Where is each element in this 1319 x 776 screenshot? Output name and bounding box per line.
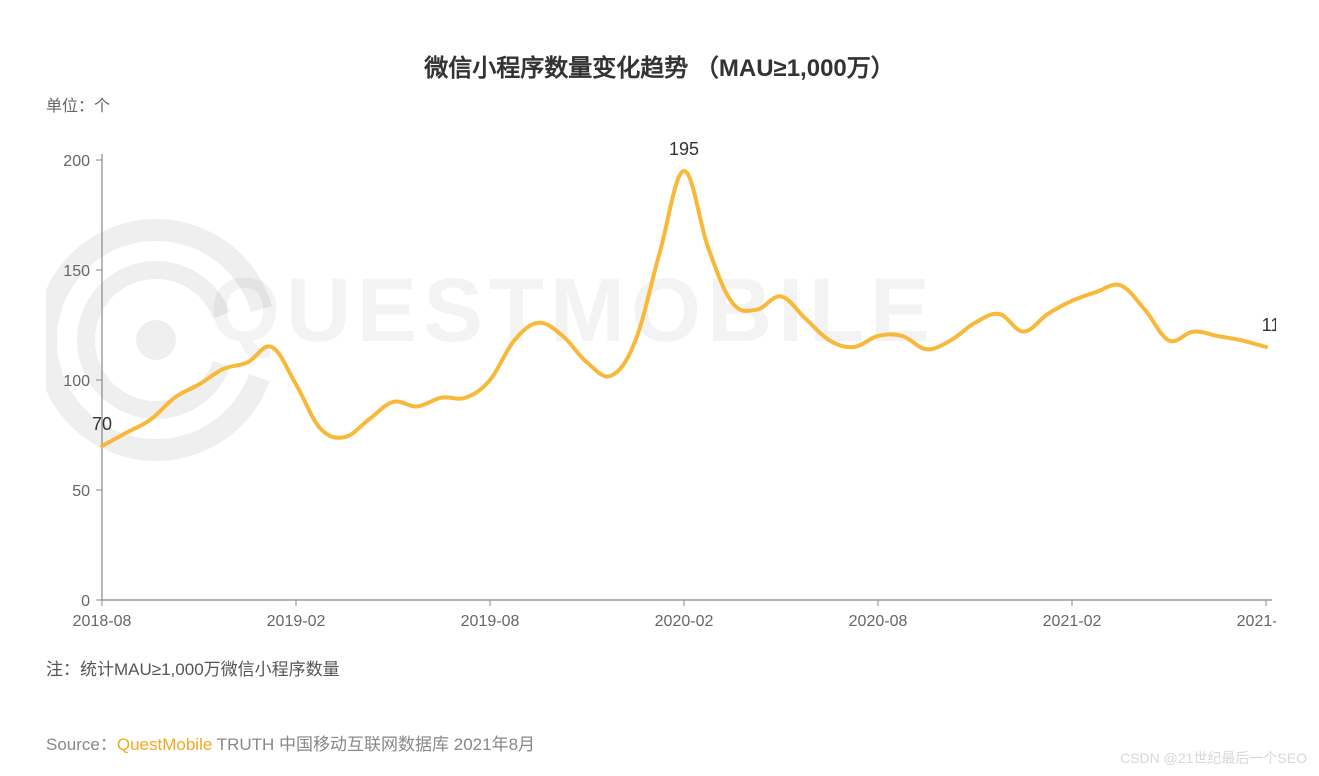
source-rest: TRUTH 中国移动互联网数据库 2021年8月 [212,735,535,754]
source-brand: QuestMobile [117,735,212,754]
chart-container: 0501001502002018-082019-022019-082020-02… [46,120,1276,620]
y-tick-label: 0 [81,593,90,610]
x-tick-label: 2021-08 [1237,613,1276,630]
x-tick-label: 2021-02 [1043,613,1102,630]
y-tick-label: 150 [63,263,90,280]
line-chart-svg: 0 50 100 150 200 2018-08 2019-02 2019-08 2020-02… [46,120,1276,640]
unit-label: 单位：个 [46,92,110,116]
y-tick-label: 100 [63,373,90,390]
point-label: 195 [669,139,699,159]
source-line: Source：QuestMobile TRUTH 中国移动互联网数据库 2021… [46,730,535,755]
point-label: 70 [92,414,112,434]
x-tick-label: 2019-02 [267,613,326,630]
chart-title: 微信小程序数量变化趋势 （MAU≥1,000万） [0,0,1319,83]
point-label: 115 [1262,315,1276,335]
y-tick-label: 200 [63,153,90,170]
data-line [102,171,1266,446]
csdn-watermark: CSDN @21世纪最后一个SEO [1120,748,1307,768]
x-tick-label: 2020-02 [655,613,714,630]
x-tick-label: 2018-08 [73,613,132,630]
source-prefix: Source： [46,735,117,754]
y-tick-label: 50 [72,483,90,500]
x-tick-label: 2019-08 [461,613,520,630]
x-tick-label: 2020-08 [849,613,908,630]
footnote: 注：统计MAU≥1,000万微信小程序数量 [46,655,340,680]
